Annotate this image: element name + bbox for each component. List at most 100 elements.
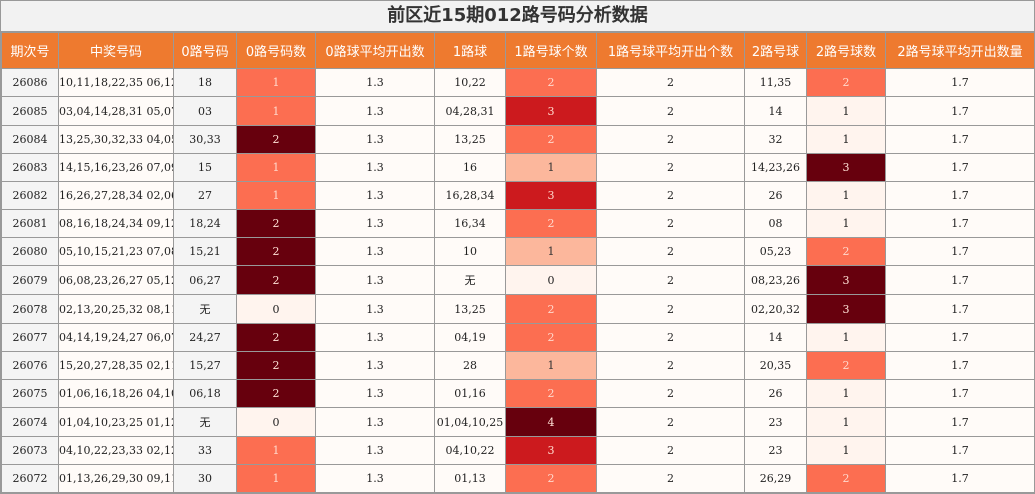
r0-count-cell: 2 <box>236 351 316 380</box>
r2-count-cell: 1 <box>806 379 886 408</box>
r2-numbers-cell: 26,29 <box>744 464 807 493</box>
r0-numbers-cell: 15,21 <box>173 237 237 266</box>
r2-count-cell: 3 <box>806 294 886 324</box>
col-header-r1-count: 1路号球个数 <box>505 32 597 69</box>
r1-count-cell: 2 <box>505 464 597 493</box>
r1-count-cell: 1 <box>505 153 597 182</box>
r1-numbers-cell: 10 <box>434 237 506 266</box>
analysis-table: 期次号 中奖号码 0路号码 0路号码数 0路球平均开出数 1路球 1路号球个数 … <box>1 32 1035 493</box>
r1-avg-cell: 2 <box>596 351 745 380</box>
r1-avg-cell: 2 <box>596 265 745 295</box>
r0-count-cell: 1 <box>236 436 316 465</box>
r0-numbers-cell: 30 <box>173 464 237 493</box>
r2-count-cell: 1 <box>806 407 886 437</box>
col-header-r2-avg: 2路号球平均开出数量 <box>885 32 1035 69</box>
r0-numbers-cell: 06,27 <box>173 265 237 295</box>
r1-numbers-cell: 10,22 <box>434 68 506 97</box>
r0-count-cell: 1 <box>236 68 316 97</box>
issue-cell: 26081 <box>1 209 59 238</box>
r2-avg-cell: 1.7 <box>885 351 1035 380</box>
issue-cell: 26079 <box>1 265 59 295</box>
r2-numbers-cell: 14 <box>744 323 807 352</box>
r2-avg-cell: 1.7 <box>885 407 1035 437</box>
r2-avg-cell: 1.7 <box>885 265 1035 295</box>
r0-avg-cell: 1.3 <box>315 464 435 493</box>
r0-avg-cell: 1.3 <box>315 181 435 210</box>
r1-avg-cell: 2 <box>596 294 745 324</box>
numbers-cell: 01,13,26,29,30 09,11 <box>58 464 174 493</box>
r2-numbers-cell: 23 <box>744 407 807 437</box>
r1-avg-cell: 2 <box>596 407 745 437</box>
numbers-cell: 06,08,23,26,27 05,12 <box>58 265 174 295</box>
r1-numbers-cell: 13,25 <box>434 294 506 324</box>
r2-numbers-cell: 20,35 <box>744 351 807 380</box>
r2-numbers-cell: 05,23 <box>744 237 807 266</box>
r0-numbers-cell: 03 <box>173 96 237 126</box>
r1-avg-cell: 2 <box>596 181 745 210</box>
r1-avg-cell: 2 <box>596 323 745 352</box>
r2-count-cell: 2 <box>806 68 886 97</box>
r2-avg-cell: 1.7 <box>885 237 1035 266</box>
r0-numbers-cell: 15 <box>173 153 237 182</box>
table-row: 26077 04,14,19,24,27 06,07 24,27 2 1.3 04,19 2… <box>1 323 1035 352</box>
r2-avg-cell: 1.7 <box>885 153 1035 182</box>
r1-count-cell: 2 <box>505 125 597 154</box>
table-row: 26086 10,11,18,22,35 06,12 18 1 1.3 10,22 2 2 11… <box>1 68 1035 97</box>
col-header-r0-count: 0路号码数 <box>236 32 316 69</box>
r2-count-cell: 2 <box>806 237 886 266</box>
table-row: 26072 01,13,26,29,30 09,11 30 1 1.3 01,13 2 2 26… <box>1 464 1035 493</box>
table-row: 26085 03,04,14,28,31 05,07 03 1 1.3 04,28,31 3… <box>1 96 1035 126</box>
issue-cell: 26077 <box>1 323 59 352</box>
r0-count-cell: 2 <box>236 323 316 352</box>
r0-avg-cell: 1.3 <box>315 153 435 182</box>
r0-count-cell: 2 <box>236 237 316 266</box>
numbers-cell: 01,04,10,23,25 01,12 <box>58 407 174 437</box>
r0-numbers-cell: 无 <box>173 407 237 437</box>
r1-count-cell: 2 <box>505 68 597 97</box>
r0-numbers-cell: 24,27 <box>173 323 237 352</box>
r2-count-cell: 1 <box>806 323 886 352</box>
r2-numbers-cell: 11,35 <box>744 68 807 97</box>
r0-avg-cell: 1.3 <box>315 379 435 408</box>
r1-numbers-cell: 28 <box>434 351 506 380</box>
r0-avg-cell: 1.3 <box>315 351 435 380</box>
numbers-cell: 16,26,27,28,34 02,06 <box>58 181 174 210</box>
table-row: 26076 15,20,27,28,35 02,11 15,27 2 1.3 28 1 2 20… <box>1 351 1035 380</box>
r2-count-cell: 2 <box>806 464 886 493</box>
r2-numbers-cell: 26 <box>744 379 807 408</box>
r1-count-cell: 1 <box>505 351 597 380</box>
table-row: 26080 05,10,15,21,23 07,08 15,21 2 1.3 10 1 2 05… <box>1 237 1035 266</box>
r0-avg-cell: 1.3 <box>315 407 435 437</box>
r1-numbers-cell: 01,13 <box>434 464 506 493</box>
r0-numbers-cell: 18,24 <box>173 209 237 238</box>
r1-count-cell: 1 <box>505 237 597 266</box>
r2-numbers-cell: 02,20,32 <box>744 294 807 324</box>
numbers-cell: 03,04,14,28,31 05,07 <box>58 96 174 126</box>
r2-count-cell: 1 <box>806 436 886 465</box>
table-row: 26079 06,08,23,26,27 05,12 06,27 2 1.3 无 0 2 08,… <box>1 265 1035 295</box>
r2-numbers-cell: 23 <box>744 436 807 465</box>
col-header-issue: 期次号 <box>1 32 59 69</box>
r0-count-cell: 0 <box>236 294 316 324</box>
r1-count-cell: 3 <box>505 436 597 465</box>
numbers-cell: 08,16,18,24,34 09,12 <box>58 209 174 238</box>
r1-numbers-cell: 无 <box>434 265 506 295</box>
r2-avg-cell: 1.7 <box>885 68 1035 97</box>
r1-numbers-cell: 04,28,31 <box>434 96 506 126</box>
issue-cell: 26074 <box>1 407 59 437</box>
r0-count-cell: 1 <box>236 464 316 493</box>
r0-numbers-cell: 06,18 <box>173 379 237 408</box>
numbers-cell: 04,10,22,23,33 02,12 <box>58 436 174 465</box>
r1-avg-cell: 2 <box>596 153 745 182</box>
numbers-cell: 15,20,27,28,35 02,11 <box>58 351 174 380</box>
r2-numbers-cell: 08,23,26 <box>744 265 807 295</box>
r0-count-cell: 1 <box>236 153 316 182</box>
r1-avg-cell: 2 <box>596 209 745 238</box>
r0-count-cell: 1 <box>236 96 316 126</box>
r0-numbers-cell: 无 <box>173 294 237 324</box>
r2-count-cell: 2 <box>806 351 886 380</box>
col-header-numbers: 中奖号码 <box>58 32 174 69</box>
numbers-cell: 10,11,18,22,35 06,12 <box>58 68 174 97</box>
col-header-r0: 0路号码 <box>173 32 237 69</box>
r0-numbers-cell: 27 <box>173 181 237 210</box>
